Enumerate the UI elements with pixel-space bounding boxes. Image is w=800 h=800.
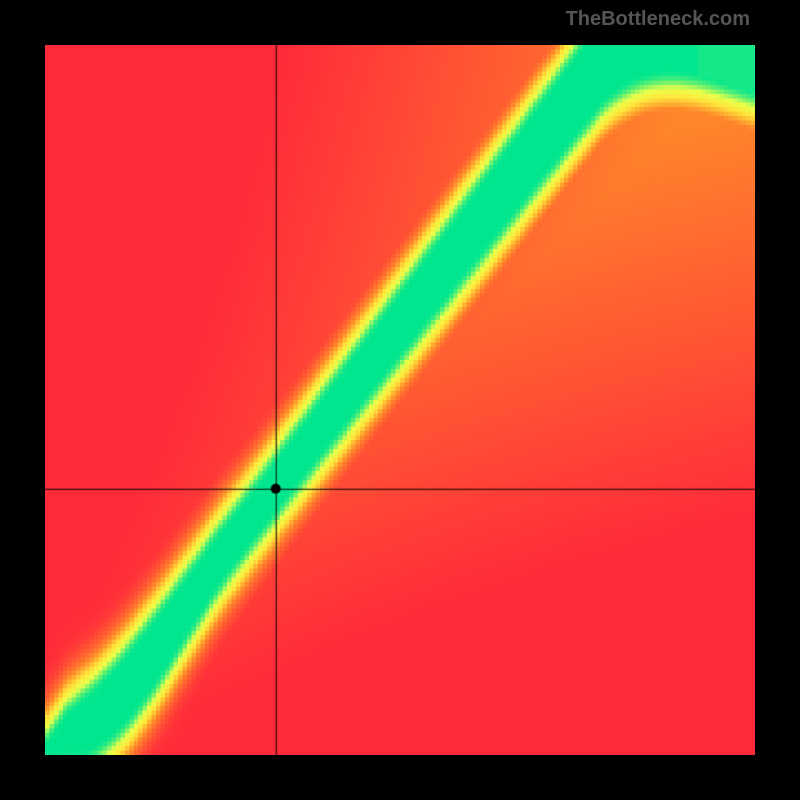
heatmap-plot [45, 45, 755, 755]
crosshair-overlay [45, 45, 755, 755]
watermark-text: TheBottleneck.com [566, 8, 750, 31]
